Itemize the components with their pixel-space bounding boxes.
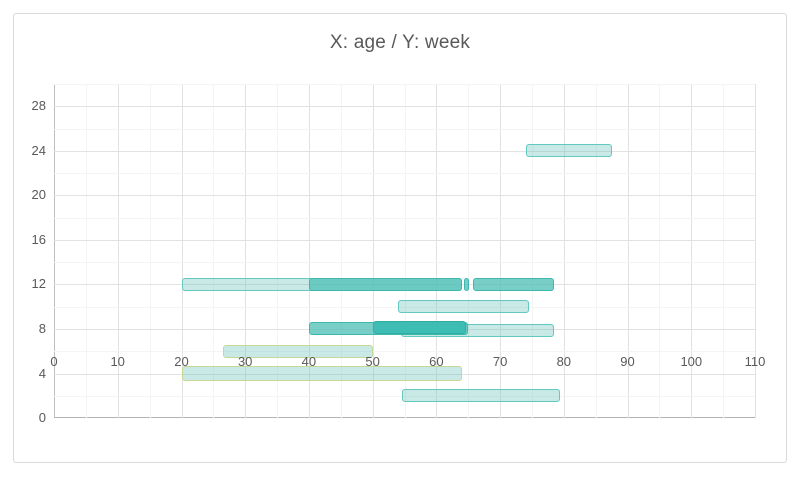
x-tick-label: 70 xyxy=(492,354,508,369)
y-tick-label: 12 xyxy=(31,276,46,292)
chart-frame: X: age / Y: week 0 10 20 30 40 50 60 70 80 90 100 1… xyxy=(13,13,787,463)
x-tick-label: 80 xyxy=(556,354,572,369)
range-bar xyxy=(472,277,554,291)
range-bar xyxy=(525,144,612,158)
x-tick-label: 90 xyxy=(620,354,635,369)
range-bar xyxy=(463,277,470,291)
x-gridline xyxy=(532,84,533,418)
y-gridline xyxy=(54,373,755,375)
x-gridline xyxy=(213,84,215,418)
y-gridline xyxy=(54,106,755,108)
x-gridline xyxy=(659,84,661,418)
x-gridline xyxy=(627,84,629,418)
y-gridline xyxy=(54,128,755,130)
x-gridline xyxy=(149,84,151,418)
y-tick-label: 0 xyxy=(38,410,46,425)
y-tick-label: 20 xyxy=(31,187,46,203)
range-bar xyxy=(222,344,373,358)
y-tick-label: 4 xyxy=(38,365,46,381)
y-gridline xyxy=(54,84,755,85)
plot-area xyxy=(54,84,756,418)
x-gridline xyxy=(436,84,438,418)
x-gridline xyxy=(245,84,247,418)
y-gridline xyxy=(54,239,755,241)
y-tick-label: 24 xyxy=(31,142,46,158)
chart-title: X: age / Y: week xyxy=(329,32,471,53)
x-gridline xyxy=(755,84,756,418)
x-gridline xyxy=(723,84,725,418)
y-tick-label: 28 xyxy=(31,98,46,114)
x-tick-label: 50 xyxy=(365,354,380,369)
x-gridline xyxy=(117,84,119,418)
y-gridline xyxy=(54,306,755,308)
range-bar xyxy=(372,321,466,335)
x-tick-label: 0 xyxy=(50,354,58,369)
x-gridline xyxy=(404,84,406,418)
x-gridline xyxy=(85,84,87,418)
x-gridline xyxy=(308,84,310,418)
y-axis-line xyxy=(54,84,55,418)
y-gridline xyxy=(54,351,755,353)
x-tick-label: 40 xyxy=(301,354,317,369)
x-gridline xyxy=(277,84,278,418)
y-tick-label: 8 xyxy=(38,320,46,336)
x-tick-label: 20 xyxy=(174,354,189,369)
range-bar xyxy=(398,300,529,314)
y-gridline xyxy=(54,217,755,219)
x-gridline xyxy=(563,84,565,418)
y-gridline xyxy=(54,173,755,175)
x-tick-label: 60 xyxy=(429,354,444,369)
y-gridline xyxy=(54,262,755,264)
x-gridline xyxy=(691,84,693,418)
x-tick-label: 100 xyxy=(680,354,703,369)
y-gridline xyxy=(54,395,755,397)
x-gridline xyxy=(181,84,183,418)
x-tick-label: 30 xyxy=(237,354,253,369)
x-gridline xyxy=(468,84,470,418)
y-tick-label: 16 xyxy=(31,231,46,247)
range-bar xyxy=(308,277,462,291)
range-bar xyxy=(402,389,560,403)
x-tick-label: 110 xyxy=(744,354,766,369)
x-gridline xyxy=(500,84,502,418)
x-tick-label: 10 xyxy=(110,354,125,369)
x-gridline xyxy=(595,84,597,418)
x-gridline xyxy=(372,84,374,418)
x-gridline xyxy=(340,84,342,418)
y-gridline xyxy=(54,195,755,197)
range-bar xyxy=(181,366,462,381)
y-gridline xyxy=(54,150,755,152)
